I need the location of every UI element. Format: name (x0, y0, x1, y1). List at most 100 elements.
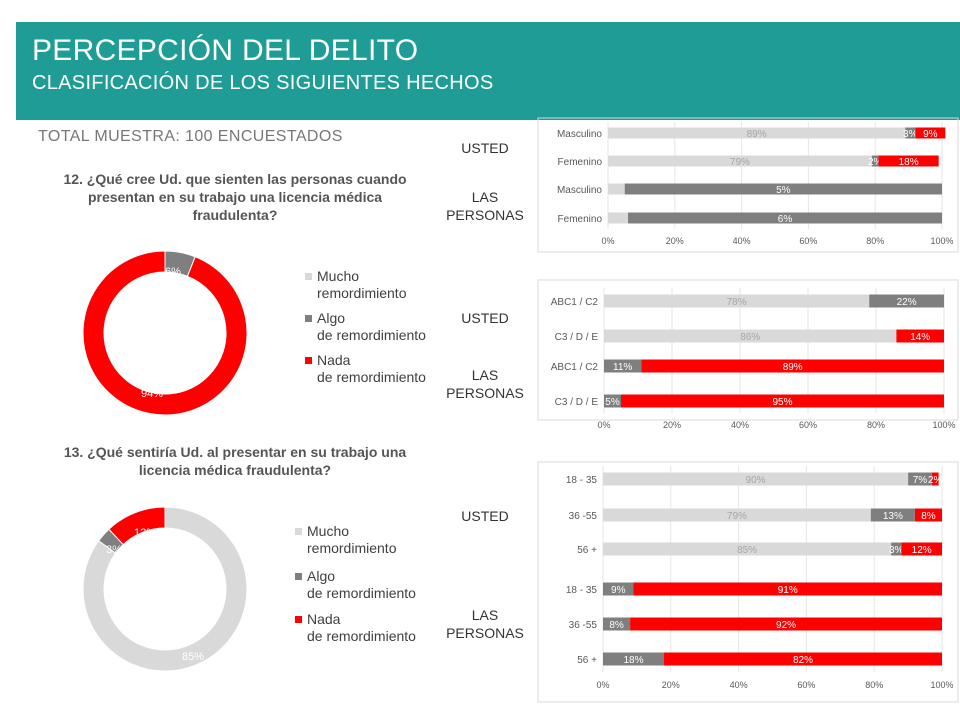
page-title: PERCEPCIÓN DEL DELITO (32, 34, 419, 67)
group-label-personas-2: LAS PERSONAS (446, 367, 524, 401)
bars-edad-xtick-3: 60% (797, 680, 815, 690)
donut-q12-legend-label-1-b: de remordimiento (317, 327, 426, 343)
donut-q13-slice-2 (108, 506, 166, 546)
bars-gse-bar-label-r1-s2: 14% (910, 332, 930, 343)
bars-edad-xtick-1: 20% (662, 680, 680, 690)
bars-edad-bar-r5-s2 (664, 652, 942, 666)
bars-edad-bar-r4-s2 (630, 617, 942, 631)
bars-gse-plot-border (537, 279, 959, 421)
bars-gse-xtick-2: 40% (731, 420, 749, 430)
bars-sexo-bar-label-r0-s0: 89% (747, 129, 767, 140)
bars-gse-bar-label-r3-s1: 5% (605, 397, 620, 408)
bars-edad-xtick-4: 80% (865, 680, 883, 690)
total-sample-label: TOTAL MUESTRA: 100 ENCUESTADOS (38, 128, 343, 145)
donut-q12-legend-swatch-1 (305, 315, 312, 322)
bars-edad-bar-label-r4-s2: 92% (776, 620, 796, 631)
bars-gse-xtick-4: 80% (867, 420, 885, 430)
bars-sexo-bar-label-r1-s0: 79% (730, 157, 750, 168)
bars-edad-bar-label-r2-s2: 12% (912, 545, 932, 556)
bars-sexo-bar-label-r1-s2: 18% (899, 157, 919, 168)
bars-gse-bar-r3-s1 (604, 394, 621, 408)
bars-gse-bar-label-r1-s0: 86% (740, 332, 760, 343)
bars-gse-xtick-1: 20% (663, 420, 681, 430)
bars-edad-bar-r1-s1 (870, 508, 915, 522)
bars-edad-category-label-0: 18 - 35 (566, 475, 598, 486)
bars-sexo-bar-r2-s0 (608, 183, 625, 195)
bars-sexo-xtick-3: 60% (799, 236, 817, 246)
bars-edad-category-label-2: 56 + (577, 545, 597, 556)
donut-q13-legend-swatch-2 (295, 616, 302, 623)
bars-edad-bar-label-r1-s2: 8% (921, 511, 936, 522)
bars-gse-bar-label-r0-s0: 78% (727, 297, 747, 308)
group-label-personas-1: LAS PERSONAS (446, 189, 524, 223)
group-label-usted-1: USTED (461, 140, 509, 156)
donut-q12-data-label-2: 94% (141, 388, 163, 400)
bars-gse-xtick-3: 60% (799, 420, 817, 430)
bars-sexo-xtick-5: 100% (930, 236, 953, 246)
donut-q12-legend-swatch-2 (305, 357, 312, 364)
bars-sexo-category-label-2: Masculino (557, 185, 602, 196)
bars-gse-bar-r0-s1 (869, 294, 944, 308)
bars-edad-bar-r2-s0 (603, 542, 892, 556)
bars-gse-xtick-0: 0% (597, 420, 610, 430)
group-label-usted-3: USTED (461, 508, 509, 524)
bars-edad-bar-label-r1-s1: 13% (883, 511, 903, 522)
donut-q12-slice-2 (82, 250, 248, 416)
donut-q13-legend-label-2-a: Nada (307, 611, 341, 627)
bars-edad-bar-label-r1-s0: 79% (727, 511, 747, 522)
bars-gse-bar-r2-s2 (641, 359, 944, 373)
donut-q13-data-label-1: 3% (106, 544, 122, 556)
bars-edad-bar-r5-s1 (603, 652, 665, 666)
donut-q12-legend-swatch-0 (305, 273, 312, 280)
donut-q13-data-label-0: 85% (182, 651, 204, 663)
donut-q12-legend-label-0-b: remordimiento (317, 285, 407, 301)
bars-edad-bar-label-r2-s1: 3% (889, 545, 904, 556)
bars-edad-bar-r0-s1 (908, 472, 932, 486)
bars-edad-category-label-3: 18 - 35 (566, 585, 598, 596)
donut-q12-legend-label-2-b: de remordimiento (317, 369, 426, 385)
bars-edad-category-label-4: 36 -55 (569, 620, 598, 631)
bars-edad-bar-label-r0-s2: 2% (928, 475, 943, 486)
bars-gse-bar-r3-s2 (621, 394, 944, 408)
donut-q12-legend-label-1-a: Algo (317, 310, 345, 326)
donut-q13-legend-label-1-a: Algo (307, 568, 335, 584)
page-subtitle: CLASIFICACIÓN DE LOS SIGUIENTES HECHOS (32, 72, 494, 94)
donut-q13-legend-swatch-0 (295, 528, 302, 535)
donut-q13-legend-label-2-b: de remordimiento (307, 628, 416, 644)
donut-q13-legend-label-1-b: de remordimiento (307, 585, 416, 601)
bars-gse-category-label-3: C3 / D / E (555, 397, 599, 408)
donut-q13-legend-label-0-b: remordimiento (307, 540, 397, 556)
bars-edad-bar-r2-s1 (891, 542, 902, 556)
question-12: 12. ¿Qué cree Ud. que sienten las person… (63, 171, 407, 223)
bars-edad-bar-label-r4-s1: 8% (609, 620, 624, 631)
bars-edad-bar-r1-s0 (603, 508, 871, 522)
bars-edad-bar-label-r0-s1: 7% (913, 475, 928, 486)
bars-sexo-bar-label-r1-s1: 2% (868, 157, 883, 168)
bars-gse-category-label-2: ABC1 / C2 (551, 362, 599, 373)
bars-edad-bar-r2-s2 (901, 542, 942, 556)
bars-sexo-bar-r3-s1 (628, 212, 942, 224)
bars-edad-bar-label-r5-s1: 18% (624, 655, 644, 666)
bars-gse-bar-label-r3-s2: 95% (772, 397, 792, 408)
bars-gse-bar-label-r0-s1: 22% (897, 297, 917, 308)
bars-edad-bar-r0-s2 (931, 472, 939, 486)
question-13: 13. ¿Qué sentiría Ud. al presentar en su… (63, 444, 407, 478)
bars-sexo-plot-border (537, 117, 959, 253)
bars-edad-bar-r3-s2 (633, 582, 942, 596)
donut-q13-data-label-2: 12% (134, 527, 156, 539)
bars-sexo-xtick-0: 0% (601, 236, 614, 246)
bars-sexo-bar-label-r0-s1: 3% (903, 129, 918, 140)
bars-sexo-bar-r0-s1 (905, 127, 916, 139)
donut-q12-legend-label-2-a: Nada (317, 352, 351, 368)
title-banner (16, 22, 960, 120)
group-label-personas-3: LAS PERSONAS (446, 607, 524, 641)
bars-gse-bar-r0-s0 (604, 294, 870, 308)
bars-edad-xtick-5: 100% (930, 680, 953, 690)
bars-edad-bar-r4-s1 (603, 617, 631, 631)
bars-gse-bar-label-r2-s2: 89% (783, 362, 803, 373)
bars-gse-category-label-0: ABC1 / C2 (551, 297, 599, 308)
bars-sexo-bar-r1-s0 (608, 155, 872, 167)
bars-edad-bar-r3-s1 (603, 582, 634, 596)
donut-q12-data-label-1: 6% (165, 266, 181, 278)
